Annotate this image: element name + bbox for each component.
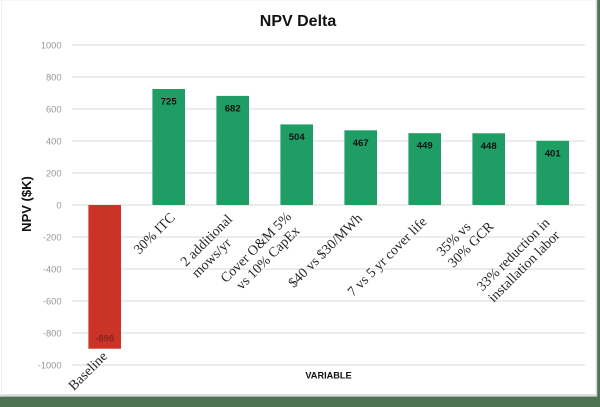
svg-text:0: 0 xyxy=(56,201,61,211)
svg-text:600: 600 xyxy=(46,105,62,115)
svg-text:467: 467 xyxy=(353,138,369,149)
svg-text:-400: -400 xyxy=(43,265,62,275)
svg-text:NPV ($K): NPV ($K) xyxy=(19,176,34,232)
svg-text:-200: -200 xyxy=(43,233,62,243)
svg-text:449: 449 xyxy=(417,141,433,152)
svg-text:-800: -800 xyxy=(43,329,62,339)
svg-text:200: 200 xyxy=(46,169,62,179)
svg-text:448: 448 xyxy=(481,141,497,152)
svg-text:800: 800 xyxy=(46,73,62,83)
svg-text:400: 400 xyxy=(46,137,62,147)
svg-text:NPV Delta: NPV Delta xyxy=(260,13,337,30)
svg-text:1000: 1000 xyxy=(41,41,62,51)
svg-text:VARIABLE: VARIABLE xyxy=(305,371,351,381)
svg-text:-600: -600 xyxy=(43,297,62,307)
svg-text:682: 682 xyxy=(225,103,241,114)
svg-text:401: 401 xyxy=(545,148,562,159)
svg-text:725: 725 xyxy=(161,97,178,108)
svg-text:504: 504 xyxy=(289,132,306,143)
svg-text:-898: -898 xyxy=(95,334,114,345)
svg-text:-1000: -1000 xyxy=(38,361,62,371)
